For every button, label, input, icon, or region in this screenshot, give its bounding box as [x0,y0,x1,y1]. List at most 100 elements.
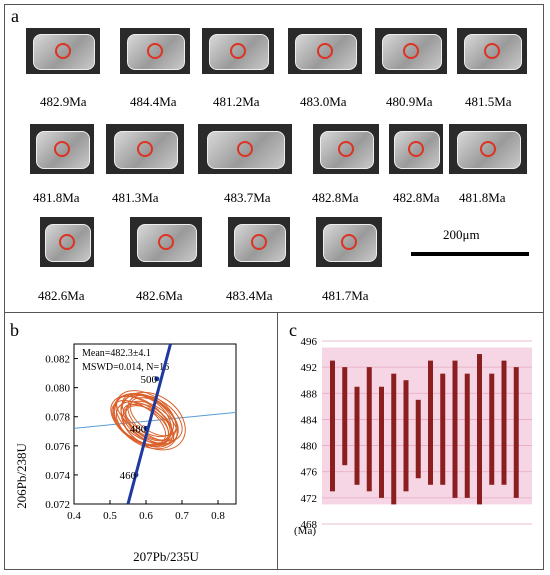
zircon-grain-image [389,124,443,174]
concordia-age-label: 500 [141,374,158,386]
zircon-grain-image [316,217,382,267]
grain-age-label: 481.8Ma [459,190,506,205]
y-tick-label: 476 [301,467,318,479]
y-tick-label: 488 [301,388,318,400]
concordia-plot-frame [73,343,237,505]
y-tick-label: 0.082 [45,354,70,366]
grain-age-label: 481.5Ma [465,94,512,109]
analysis-spot [147,43,163,59]
age-range-bar [477,354,482,505]
analysis-spot [137,141,153,157]
zircon-grain-image [449,124,527,174]
concordia-stats-mean: Mean=482.3±4.1 [82,348,151,359]
age-range-bar [403,380,409,492]
analysis-spot [408,141,424,157]
x-tick-label: 0.7 [175,510,189,522]
zircon-grain-image [40,217,94,267]
grain-age-label: 482.6Ma [136,288,183,303]
panel-a-label: a [11,6,19,26]
grain-age-label: 481.2Ma [213,94,260,109]
zircon-grain-image [313,124,379,174]
analysis-spot [55,43,71,59]
scale-bar [411,252,529,256]
zircon-grain-image [30,124,94,174]
error-ellipse [125,405,175,446]
concordia-y-axis-label: 206Pb/238U [14,443,29,509]
zircon-grain-image [457,28,527,74]
grain-age-label: 482.8Ma [393,190,440,205]
age-range-bar [452,360,458,498]
zircon-grain-image [130,217,202,267]
age-range-bar [428,360,433,485]
y-tick-label: 468 [301,519,318,531]
grain-age-label: 482.6Ma [38,288,85,303]
x-tick-label: 0.5 [103,510,117,522]
grain-age-label: 481.7Ma [322,288,369,303]
y-tick-label: 0.076 [45,441,70,453]
zircon-grain-image [26,28,100,74]
x-tick-label: 0.6 [139,510,153,522]
grain-age-label: 483.7Ma [224,190,271,205]
y-tick-label: 492 [301,362,318,374]
age-range-bar [391,373,397,505]
concordia-age-marker [143,425,149,431]
grain-age-label: 482.9Ma [40,94,87,109]
y-tick-label: 496 [301,336,318,348]
analysis-spot [54,141,70,157]
zircon-grain-image [375,28,447,74]
analysis-spot [59,234,75,250]
age-range-bar [330,360,335,492]
analysis-spot [341,234,357,250]
grain-age-label: 484.4Ma [130,94,177,109]
age-range-bar [415,399,421,479]
y-tick-label: 0.080 [45,383,70,395]
mean-age-line [73,411,237,429]
x-tick-label: 0.8 [211,510,225,522]
y-tick-label: 0.078 [45,412,70,424]
age-range-bar [366,367,372,492]
error-ellipse [113,392,179,450]
grain-age-label: 481.8Ma [33,190,80,205]
concordia-age-label: 460 [120,470,137,482]
y-tick-label: 480 [301,441,318,453]
age-range-bar [501,360,507,485]
grain-age-label: 480.9Ma [386,94,433,109]
y-tick-label: 0.072 [45,499,70,511]
y-tick-label: 0.074 [45,470,70,482]
analysis-spot [237,141,253,157]
error-ellipse [127,394,183,442]
concordia-age-label: 480 [130,423,147,435]
age-range-bar [440,373,446,485]
y-tick-label: 472 [301,493,318,505]
panel-b-label: b [10,320,19,340]
zircon-grain-image [198,124,292,174]
grain-age-label: 481.3Ma [112,190,159,205]
age-range-bar [513,367,519,498]
panel-divider-horizontal [4,312,544,313]
analysis-spot [403,43,419,59]
zircon-grain-image [106,124,184,174]
analysis-spot [480,141,496,157]
zircon-grain-image [120,28,190,74]
panel-divider-vertical [277,312,278,570]
zircon-grain-image [228,217,290,267]
analysis-spot [317,43,333,59]
x-tick-label: 0.4 [67,510,81,522]
analysis-spot [158,234,174,250]
analysis-spot [230,43,246,59]
age-range-bar [379,386,384,498]
age-range-bar [342,367,348,466]
figure-frame [4,4,544,570]
age-range-bar [354,386,360,485]
zircon-grain-image [202,28,274,74]
zircon-grain-image [288,28,362,74]
panel-c-label: c [289,320,297,340]
concordia-age-marker [133,472,139,478]
zircon-crystal [207,131,285,169]
analysis-spot [338,141,354,157]
analysis-spot [484,43,500,59]
grain-age-label: 483.4Ma [226,288,273,303]
concordia-stats-mswd: MSWD=0.014, N=16 [82,362,169,373]
uncertainty-band [322,347,532,505]
concordia-age-marker [154,376,160,382]
